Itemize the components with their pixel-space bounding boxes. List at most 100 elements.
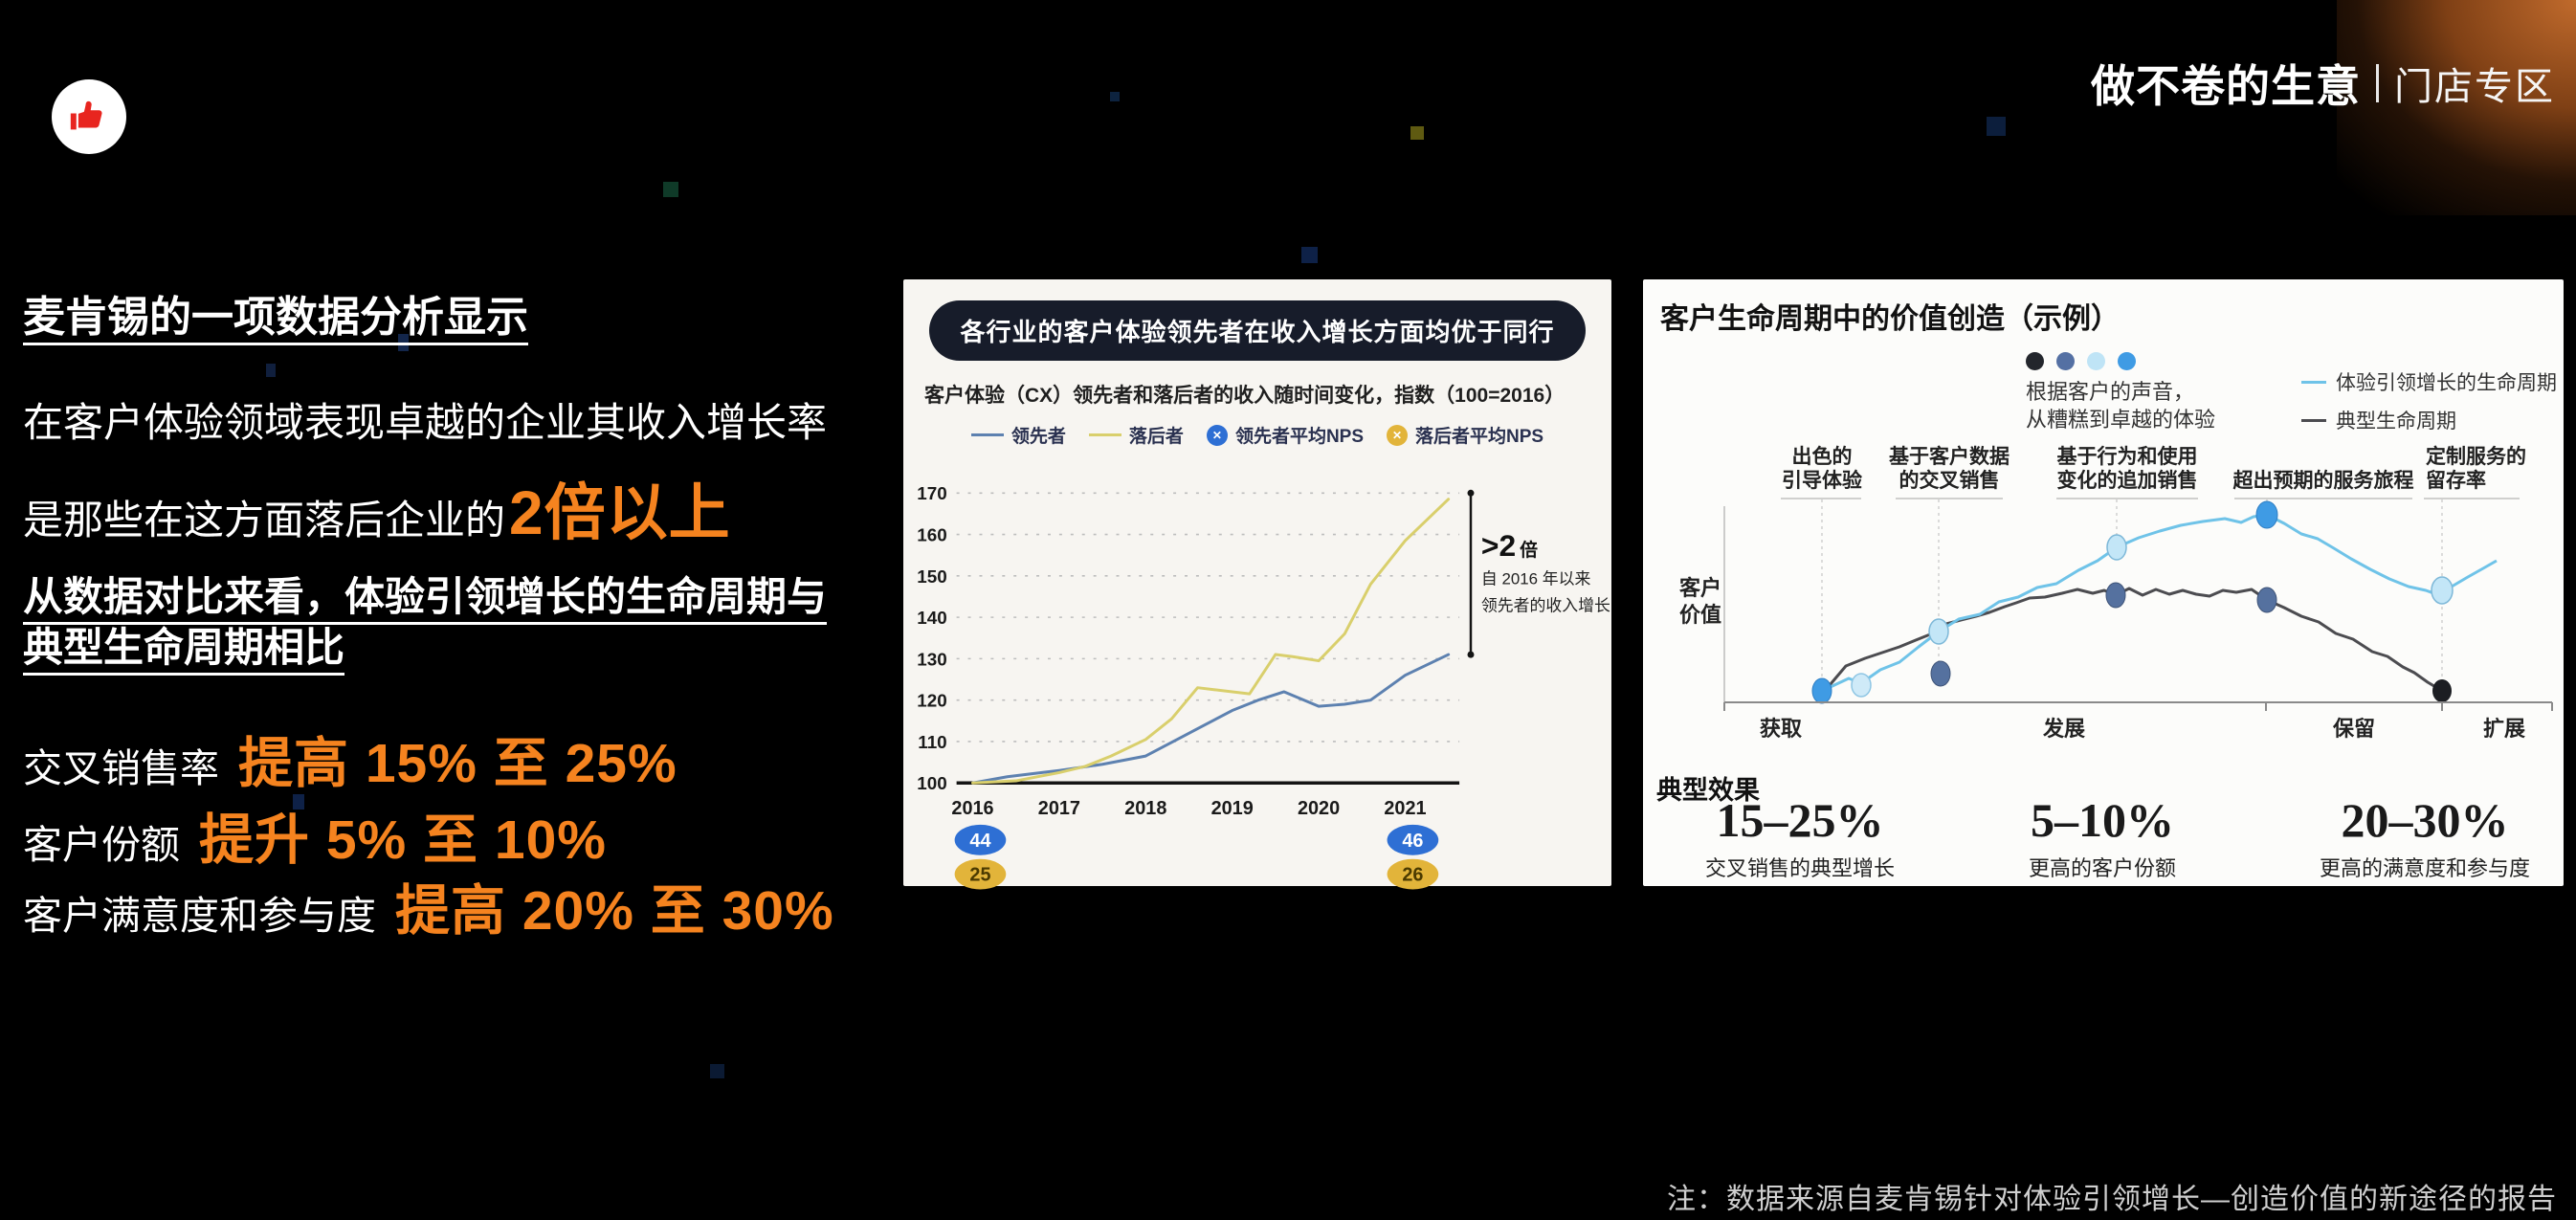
stat-label: 客户满意度和参与度 <box>23 894 376 938</box>
x-tick-label: 2019 <box>1211 798 1254 819</box>
legend-note-line1: 根据客户的声音， <box>2026 380 2195 404</box>
stage-develop: 发展 <box>2042 717 2085 741</box>
x-tick-label: 2020 <box>1298 798 1340 819</box>
legend-item-typical: 典型生命周期 <box>2301 406 2557 434</box>
left-paragraph: 在客户体验领域表现卓越的企业其收入增长率 是那些在这方面落后企业的 2倍以上 <box>23 390 827 552</box>
source-footnote: 注：数据来源自麦肯锡针对体验引领增长—创造价值的新途径的报告 <box>1667 1184 2557 1215</box>
legend-item-leader-nps: ✕ 领先者平均NPS <box>1206 422 1364 448</box>
y-axis-label-line2: 价值 <box>1679 603 1721 627</box>
decor-pixel <box>398 334 409 351</box>
milestone-2-line2: 的交叉销售 <box>1899 469 2000 492</box>
nps-badge <box>954 824 1007 855</box>
decor-pixel <box>1301 247 1318 263</box>
y-tick-label: 120 <box>917 691 946 711</box>
thumbs-up-icon <box>70 100 102 130</box>
effect-value: 5–10% <box>2031 793 2174 847</box>
experience-led-curve <box>1821 513 2498 693</box>
experience-dot-icon <box>2056 352 2075 370</box>
stat-value: 提升 5% 至 10% <box>199 810 607 871</box>
annotation-line2: 领先者的收入增长 <box>1481 596 1610 614</box>
legend-label: 体验引领增长的生命周期 <box>2336 372 2557 394</box>
stage-retain: 保留 <box>2332 717 2375 741</box>
y-axis-label-line1: 客户 <box>1679 576 1721 600</box>
y-tick-label: 110 <box>918 732 946 752</box>
laggard-nps-marker-icon: ✕ <box>1387 424 1409 446</box>
legend-label: 落后者 <box>1128 427 1184 447</box>
x-tick-label: 2017 <box>1038 798 1080 819</box>
stage-expand: 扩展 <box>2483 717 2525 741</box>
brand-title: 做不卷的生意 <box>2091 61 2361 111</box>
stage-acquire: 获取 <box>1760 717 1802 741</box>
x-axis <box>1723 701 2553 711</box>
milestone-3-line2: 变化的追加销售 <box>2057 469 2198 492</box>
x-tick-label: 2018 <box>1124 798 1166 819</box>
effect-value: 20–30% <box>2341 793 2509 847</box>
y-tick-label: 130 <box>917 649 946 669</box>
decor-pixel <box>266 364 276 377</box>
thumbs-up-logo <box>52 79 126 154</box>
legend-item-leaders: 领先者 <box>970 422 1066 448</box>
nps-badge <box>1387 858 1439 890</box>
paragraph-line-2-prefix: 是那些在这方面落后企业的 <box>23 498 506 543</box>
brand-subtitle: 门店专区 <box>2394 66 2555 108</box>
nps-badge-value: 46 <box>1402 831 1423 852</box>
nps-badge-value: 25 <box>969 865 990 886</box>
legend-item-laggards: 落后者 <box>1088 422 1184 448</box>
experience-dot-icon <box>2087 352 2105 370</box>
cx-chart-subtitle: 客户体验（CX）领先者和落后者的收入随时间变化，指数（100=2016） <box>924 385 1566 407</box>
lifecycle-value-chart: 出色的 引导体验 基于客户数据 的交叉销售 基于行为和使用 变化的追加销售 超出… <box>1679 445 2553 741</box>
y-tick-label: 150 <box>917 566 946 587</box>
series-line-落后者 <box>971 498 1451 785</box>
paragraph-line-1: 在客户体验领域表现卓越的企业其收入增长率 <box>23 400 828 445</box>
nps-badge-value: 44 <box>969 831 990 852</box>
nps-badge-value: 26 <box>1402 865 1423 886</box>
lifecycle-chart-title: 客户生命周期中的价值创造（示例） <box>1660 303 2120 335</box>
left-heading-2-line2: 典型生命周期相比 <box>23 624 345 670</box>
decor-pixel <box>1110 92 1120 101</box>
milestone-1-line2: 引导体验 <box>1782 469 1862 492</box>
x-tick-label: 2016 <box>951 798 993 819</box>
milestone-3-line1: 基于行为和使用 <box>2057 445 2198 468</box>
experience-dot-icon <box>2026 352 2044 370</box>
milestone-2-line1: 基于客户数据 <box>1889 445 2010 468</box>
decor-pixel <box>1987 117 2006 136</box>
stat-satisfaction: 客户满意度和参与度 提高 20% 至 30% <box>23 867 834 945</box>
stat-value: 提高 20% 至 30% <box>395 880 834 942</box>
legend-note-line2: 从糟糕到卓越的体验 <box>2026 408 2216 433</box>
lifecycle-line-legend: 体验引领增长的生命周期 典型生命周期 <box>2301 367 2557 444</box>
milestone-5-line2: 留存率 <box>2426 469 2486 492</box>
cx-chart-title: 各行业的客户体验领先者在收入增长方面均优于同行 <box>929 300 1586 361</box>
brand-divider-icon <box>2376 64 2379 102</box>
decor-pixel <box>293 794 304 810</box>
cx-revenue-chart-card: 各行业的客户体验领先者在收入增长方面均优于同行 客户体验（CX）领先者和落后者的… <box>903 279 1611 890</box>
effect-wallet-share: 5–10% 更高的客户份额 <box>1978 796 2227 882</box>
stat-label: 交叉销售率 <box>23 746 219 790</box>
left-heading-2-line1: 从数据对比来看，体验引领增长的生命周期与 <box>23 574 828 619</box>
leader-line-swatch-icon <box>970 433 1004 436</box>
y-tick-label: 100 <box>917 773 946 793</box>
experience-led-dash-icon <box>2301 380 2326 384</box>
cx-revenue-line-chart: >2 倍 自 2016 年以来 领先者的收入增长 100 110 120 130 140 1… <box>917 483 1610 890</box>
legend-item-laggard-nps: ✕ 落后者平均NPS <box>1387 422 1543 448</box>
typical-dash-icon <box>2301 418 2326 422</box>
legend-label: 领先者 <box>1010 427 1066 447</box>
highlight-2x: 2倍以上 <box>509 478 731 547</box>
touchpoint-dots <box>1811 500 2454 704</box>
left-heading-1: 麦肯锡的一项数据分析显示 <box>23 282 528 344</box>
growth-annotation: >2 倍 自 2016 年以来 领先者的收入增长 <box>1467 489 1610 658</box>
stat-value: 提高 15% 至 25% <box>238 733 677 794</box>
y-tick-label: 170 <box>917 483 946 503</box>
decor-pixel <box>1410 126 1424 140</box>
x-tick-label: 2021 <box>1384 798 1426 819</box>
effect-label: 更高的客户份额 <box>2028 856 2176 880</box>
series-line-领先者 <box>971 653 1451 785</box>
effect-value: 15–25% <box>1716 793 1884 847</box>
cx-chart-legend: 领先者 落后者 ✕ 领先者平均NPS ✕ 落后者平均NPS <box>903 422 1611 448</box>
typical-lifecycle-curve <box>1823 587 2443 693</box>
brand: 做不卷的生意 门店专区 <box>2091 52 2555 115</box>
milestone-4-line1: 超出预期的服务旅程 <box>2233 469 2414 492</box>
experience-dots-icon <box>2026 352 2215 370</box>
legend-label: 落后者平均NPS <box>1415 427 1544 447</box>
y-tick-label: 140 <box>917 608 946 628</box>
